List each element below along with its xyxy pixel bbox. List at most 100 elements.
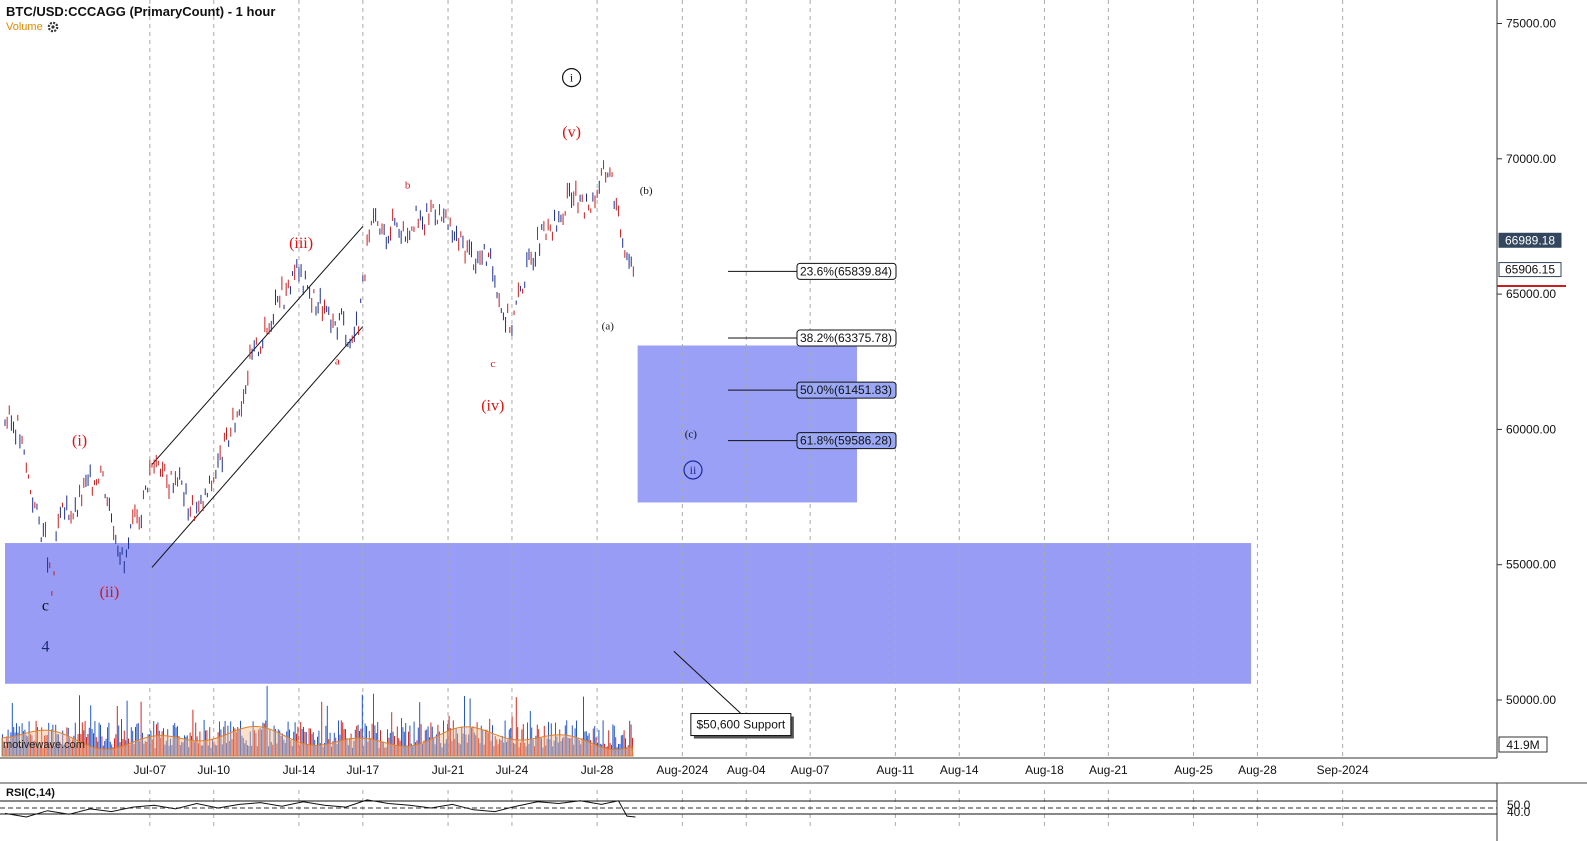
- y-tick-label: 55000.00: [1506, 558, 1556, 572]
- volume-bar: [478, 738, 479, 756]
- volume-bar: [399, 740, 401, 756]
- wave-circle-label: i: [570, 71, 574, 85]
- volume-bar: [160, 737, 162, 756]
- volume-bar: [461, 726, 463, 756]
- volume-tag: 41.9M: [1506, 738, 1539, 752]
- volume-bar: [270, 742, 272, 756]
- volume-bar: [431, 726, 433, 756]
- volume-bar: [255, 733, 257, 756]
- volume-bar: [184, 735, 185, 756]
- volume-bar: [49, 743, 51, 756]
- volume-bar: [212, 739, 213, 756]
- volume-bar: [553, 740, 555, 756]
- volume-bar: [398, 738, 400, 756]
- volume-bar: [622, 734, 624, 756]
- volume-bar: [161, 731, 163, 756]
- volume-bar: [501, 735, 503, 756]
- volume-bar: [485, 729, 486, 756]
- volume-bar: [175, 727, 177, 756]
- volume-bar: [559, 729, 561, 756]
- x-tick-label: Jul-07: [133, 763, 166, 777]
- volume-bar: [185, 736, 187, 756]
- volume-bar: [580, 744, 582, 756]
- fib-label-box: [796, 262, 897, 280]
- volume-bar: [454, 738, 456, 756]
- volume-bar: [458, 742, 460, 756]
- volume-bar: [207, 745, 209, 756]
- volume-bar: [587, 735, 589, 756]
- volume-bar: [382, 741, 384, 756]
- volume-bar: [188, 747, 190, 756]
- volume-bar: [279, 730, 281, 756]
- axes-layer: Jul-07 Jul-10 Jul-14 Jul-17 Jul-21 Jul-24 Jul-…: [0, 0, 1566, 777]
- volume-bar: [371, 723, 373, 756]
- volume-bar: [42, 747, 44, 756]
- volume-bar: [473, 732, 475, 756]
- volume-bar: [466, 742, 468, 756]
- volume-bar: [63, 744, 65, 756]
- volume-indicator[interactable]: Volume: [6, 21, 275, 33]
- volume-bar: [174, 723, 176, 756]
- volume-bar: [280, 735, 282, 756]
- volume-bar: [574, 728, 576, 756]
- volume-bar: [200, 745, 202, 756]
- volume-bar: [256, 746, 258, 756]
- volume-bar: [588, 733, 590, 756]
- volume-bar: [549, 739, 551, 756]
- volume-bar: [136, 723, 138, 756]
- volume-bar: [41, 727, 43, 756]
- volume-bar: [535, 735, 537, 756]
- fib-label: 23.6%(65839.84): [800, 264, 892, 278]
- wave-label: c: [490, 358, 495, 370]
- volume-bar: [303, 726, 304, 756]
- volume-bar: [123, 730, 125, 756]
- volume-bar: [364, 723, 366, 756]
- volume-bar: [612, 724, 614, 756]
- volume-bar: [66, 727, 68, 756]
- volume-bar: [286, 731, 288, 756]
- fib-label-box: [796, 381, 897, 399]
- volume-bar: [630, 724, 632, 756]
- fib-label-box: [796, 432, 897, 450]
- volume-bar: [112, 747, 114, 756]
- y-tick-label: 75000.00: [1506, 17, 1556, 31]
- volume-bar: [321, 701, 323, 756]
- grid-layer: [149, 0, 1344, 830]
- volume-bar: [195, 722, 197, 756]
- volume-bar: [343, 729, 345, 756]
- volume-bar: [423, 740, 425, 756]
- volume-bar: [595, 737, 597, 756]
- volume-bar: [203, 719, 205, 756]
- volume-bar: [560, 741, 562, 756]
- volume-bar: [584, 731, 586, 756]
- price-tag-box: [1498, 232, 1562, 248]
- volume-bar: [322, 747, 324, 756]
- y-tick-label: 70000.00: [1506, 152, 1556, 166]
- volume-bar: [324, 743, 325, 756]
- volume-bar: [217, 732, 219, 756]
- channel-upper-line: [151, 226, 364, 465]
- volume-bar: [193, 741, 195, 756]
- volume-bar: [408, 731, 409, 756]
- volume-bar: [294, 722, 296, 756]
- volume-bar: [325, 725, 327, 756]
- volume-bar: [238, 728, 240, 756]
- volume-bar: [240, 720, 241, 756]
- volume-bar: [483, 744, 485, 756]
- volume-bar: [104, 740, 106, 756]
- volume-bar: [220, 729, 222, 756]
- volume-bar: [56, 734, 58, 756]
- volume-bar: [556, 736, 558, 756]
- volume-bar: [413, 721, 415, 756]
- volume-bar: [361, 694, 363, 756]
- volume-bar: [475, 735, 477, 756]
- fib-layer: 23.6%(65839.84) 38.2%(63375.78) 50.0%(6145…: [728, 262, 897, 450]
- gear-icon[interactable]: [47, 21, 59, 33]
- wave-label: b: [405, 180, 411, 192]
- volume-bar: [319, 743, 321, 756]
- volume-bar: [147, 734, 149, 756]
- volume-bar: [366, 725, 367, 756]
- volume-bar: [627, 745, 629, 756]
- x-tick-label: Aug-2024: [656, 763, 708, 777]
